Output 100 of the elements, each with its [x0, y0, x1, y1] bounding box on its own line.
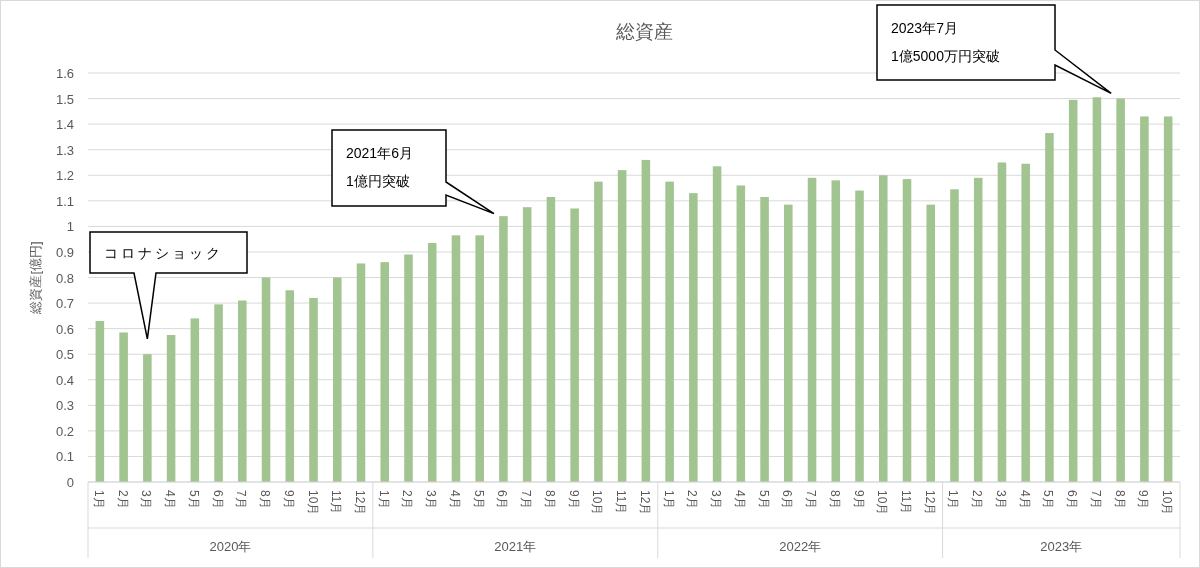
- bar: [546, 196, 556, 482]
- x-tick-label: 5月: [186, 490, 201, 509]
- y-axis-title: 総資産[億円]: [28, 241, 43, 315]
- x-tick-label: 1月: [91, 490, 106, 509]
- x-tick-label: 6月: [210, 490, 225, 509]
- x-tick-label: 10月: [875, 490, 890, 516]
- y-tick-label: 0.6: [55, 321, 74, 337]
- x-tick-label: 7月: [519, 490, 534, 509]
- bar: [855, 190, 864, 482]
- x-tick-label: 12月: [637, 490, 652, 516]
- bar: [1021, 163, 1030, 482]
- bar: [712, 166, 722, 482]
- bar: [522, 207, 532, 482]
- x-tick-label: 3月: [424, 490, 439, 509]
- x-tick-label: 6月: [780, 490, 795, 509]
- bar: [997, 162, 1007, 482]
- bar: [119, 332, 128, 482]
- x-tick-label: 2月: [685, 490, 700, 509]
- x-tick-label: 5月: [471, 490, 486, 509]
- text: 2021年: [494, 539, 537, 554]
- x-tick-label: 4月: [163, 490, 178, 509]
- x-tick-label: 7月: [1088, 490, 1103, 509]
- x-tick-label: 11月: [329, 490, 344, 515]
- bar: [356, 263, 366, 482]
- x-tick-label: 9月: [851, 490, 866, 509]
- x-tick-label: 2月: [115, 490, 130, 509]
- y-tick-label: 0.7: [55, 296, 74, 312]
- x-tick-label: 6月: [1065, 490, 1080, 509]
- annotation: 2021年6月 1億円突破: [346, 145, 413, 189]
- bar: [641, 159, 651, 482]
- x-tick-label: 9月: [566, 490, 581, 509]
- x-tick-label: 2月: [970, 490, 985, 509]
- y-tick-label: 1.1: [55, 193, 74, 209]
- bar: [570, 208, 579, 482]
- x-tick-label: 9月: [1136, 490, 1151, 509]
- bar: [1092, 97, 1102, 482]
- bar: [404, 254, 413, 482]
- x-tick-label: 9月: [281, 490, 296, 509]
- annotation: コロナショック: [104, 244, 223, 261]
- bar: [784, 204, 793, 482]
- y-tick-label: 1.4: [55, 117, 74, 133]
- bar: [309, 297, 318, 482]
- bar: [878, 175, 888, 482]
- bar: [1045, 133, 1054, 482]
- bar: [1163, 116, 1173, 482]
- y-tick-label: 0.4: [55, 372, 74, 388]
- bar: [594, 181, 603, 482]
- x-tick-label: 4月: [732, 490, 747, 509]
- bar: [214, 304, 223, 482]
- x-tick-label: 5月: [756, 490, 771, 509]
- bar: [499, 216, 508, 482]
- bar: [451, 235, 461, 482]
- bar: [427, 242, 437, 482]
- x-tick-label: 1月: [376, 490, 391, 509]
- bar: [807, 177, 817, 482]
- bar: [190, 318, 200, 482]
- x-tick-label: 12月: [922, 490, 937, 516]
- text: 2023年7月 1億5000万円突破: [891, 20, 1000, 64]
- y-tick-label: 1.3: [55, 142, 74, 158]
- x-tick-label: 3月: [993, 490, 1008, 509]
- y-tick-label: 1.2: [55, 168, 74, 184]
- bar: [689, 193, 698, 482]
- bar: [926, 204, 936, 482]
- x-tick-label: 10月: [305, 490, 320, 516]
- x-tick-label: 3月: [139, 490, 154, 509]
- x-tick-label: 8月: [827, 490, 842, 509]
- bar: [665, 181, 674, 482]
- y-tick-label: 1.6: [55, 66, 74, 81]
- x-tick-label: 6月: [495, 490, 510, 509]
- y-tick-label: 0.2: [55, 423, 74, 439]
- bar: [831, 180, 841, 482]
- bar: [238, 300, 247, 482]
- x-tick-label: 10月: [590, 490, 605, 516]
- x-tick-label: 4月: [1017, 490, 1032, 509]
- bar: [736, 185, 746, 482]
- bar: [332, 277, 342, 482]
- bar: [475, 235, 484, 482]
- bar: [95, 320, 105, 482]
- bar: [380, 262, 390, 482]
- text: 2023年: [1040, 539, 1083, 554]
- x-tick-label: 8月: [1112, 490, 1127, 509]
- x-tick-label: 1月: [661, 490, 676, 509]
- y-tick-label: 0.9: [55, 244, 74, 260]
- x-tick-label: 2月: [400, 490, 415, 509]
- bar: [973, 177, 983, 482]
- y-tick-label: 0.1: [55, 449, 74, 465]
- x-tick-label: 7月: [804, 490, 819, 509]
- y-tick-label: 0.5: [55, 347, 74, 363]
- x-tick-label: 1月: [946, 490, 961, 509]
- bar: [143, 354, 152, 482]
- bar: [1068, 99, 1078, 482]
- text: 2022年: [779, 539, 822, 554]
- x-tick-label: 12月: [353, 490, 367, 516]
- x-tick-label: 8月: [258, 490, 273, 509]
- x-tick-label: 7月: [234, 490, 249, 509]
- x-tick-label: 11月: [614, 490, 629, 515]
- chart-title: 総資産: [614, 21, 673, 42]
- bar: [166, 335, 176, 482]
- bar: [1140, 116, 1149, 482]
- x-tick-label: 4月: [447, 490, 462, 509]
